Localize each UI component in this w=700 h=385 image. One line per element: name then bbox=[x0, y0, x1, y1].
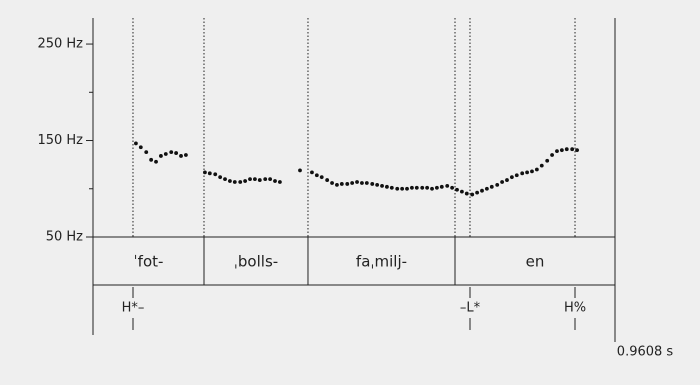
pitch-point bbox=[207, 171, 212, 176]
pitch-point bbox=[268, 177, 273, 182]
pitch-point bbox=[520, 171, 525, 176]
pitch-point bbox=[455, 187, 459, 192]
pitch-point bbox=[310, 170, 314, 175]
pitch-point bbox=[179, 154, 183, 158]
pitch-point bbox=[154, 159, 158, 164]
pitch-point bbox=[159, 154, 163, 158]
pitch-point bbox=[405, 186, 409, 191]
pitch-point bbox=[238, 180, 243, 184]
tone-label: –L* bbox=[460, 301, 481, 316]
x-tick-label: 0.9608 s bbox=[617, 345, 674, 360]
pitch-point bbox=[335, 183, 339, 187]
pitch-point bbox=[480, 188, 484, 193]
pitch-point bbox=[500, 180, 505, 184]
pitch-point bbox=[174, 151, 179, 155]
pitch-point bbox=[425, 185, 430, 190]
pitch-point bbox=[273, 179, 277, 183]
pitch-point bbox=[445, 183, 450, 188]
pitch-point bbox=[345, 182, 350, 186]
y-tick-label: 250 Hz bbox=[37, 37, 83, 52]
pitch-point bbox=[470, 192, 475, 197]
pitch-point bbox=[489, 184, 494, 189]
pitch-point bbox=[395, 186, 400, 191]
pitch-point bbox=[350, 181, 355, 185]
pitch-point bbox=[495, 183, 500, 187]
pitch-point bbox=[232, 180, 237, 184]
pitch-point bbox=[435, 185, 439, 190]
pitch-point bbox=[439, 184, 444, 189]
pitch-point bbox=[475, 190, 480, 195]
pitch-point bbox=[420, 185, 425, 190]
syllable-label: ˈfot- bbox=[134, 253, 164, 271]
pitch-point bbox=[134, 141, 138, 146]
pitch-point bbox=[138, 145, 143, 150]
pitch-point bbox=[149, 157, 154, 162]
tone-label: H% bbox=[564, 301, 586, 316]
pitch-point bbox=[370, 182, 375, 186]
pitch-point bbox=[559, 148, 564, 153]
pitch-point bbox=[505, 178, 509, 182]
pitch-point bbox=[314, 173, 319, 178]
pitch-point bbox=[555, 149, 559, 154]
pitch-point bbox=[385, 184, 389, 189]
pitch-point bbox=[389, 185, 394, 190]
pitch-point bbox=[319, 175, 324, 180]
pitch-point bbox=[263, 177, 268, 182]
pitch-point bbox=[253, 177, 257, 182]
pitch-point bbox=[228, 179, 232, 183]
pitch-point bbox=[410, 185, 414, 190]
pitch-point bbox=[355, 180, 359, 184]
pitch-point bbox=[163, 152, 168, 156]
pitch-point bbox=[248, 177, 252, 182]
pitch-point bbox=[203, 170, 207, 175]
pitch-point bbox=[570, 147, 575, 152]
pitch-point bbox=[298, 168, 302, 173]
pitch-point bbox=[525, 170, 529, 175]
pitch-point bbox=[380, 183, 384, 188]
pitch-point bbox=[575, 148, 579, 153]
pitch-point bbox=[484, 186, 489, 191]
pitch-point bbox=[330, 181, 334, 185]
pitch-point bbox=[218, 175, 223, 180]
syllable-label: faˌmilj- bbox=[356, 253, 407, 271]
pitch-point bbox=[550, 153, 554, 157]
pitch-point bbox=[375, 183, 380, 187]
pitch-point bbox=[514, 173, 519, 178]
pitch-point bbox=[564, 147, 569, 152]
pitch-point bbox=[400, 186, 405, 191]
pitch-point bbox=[360, 181, 364, 185]
pitch-point bbox=[414, 185, 419, 190]
pitch-point bbox=[277, 180, 282, 184]
y-tick-label: 150 Hz bbox=[37, 133, 83, 148]
pitch-point bbox=[184, 153, 188, 157]
syllable-tier bbox=[92, 236, 616, 286]
pitch-point bbox=[223, 177, 227, 182]
pitch-point bbox=[213, 172, 218, 177]
y-tick-label: 50 Hz bbox=[46, 230, 83, 245]
pitch-point bbox=[539, 163, 544, 168]
pitch-point bbox=[364, 181, 369, 185]
pitch-point bbox=[459, 189, 464, 194]
pitch-point bbox=[144, 150, 149, 155]
pitch-point bbox=[464, 191, 469, 196]
pitch-point bbox=[325, 178, 330, 182]
pitch-point bbox=[509, 175, 514, 180]
pitch-point bbox=[450, 185, 455, 190]
syllable-label: ˌbolls- bbox=[234, 253, 278, 271]
pitch-point bbox=[243, 179, 248, 183]
syllable-label: en bbox=[526, 253, 545, 271]
pitch-point bbox=[430, 186, 434, 191]
pitch-point bbox=[339, 182, 344, 186]
pitch-point bbox=[257, 178, 262, 182]
pitch-point bbox=[545, 158, 550, 163]
pitch-point bbox=[534, 167, 539, 172]
tone-label: H*– bbox=[122, 301, 145, 316]
pitch-point bbox=[169, 150, 174, 155]
pitch-point bbox=[530, 169, 534, 174]
